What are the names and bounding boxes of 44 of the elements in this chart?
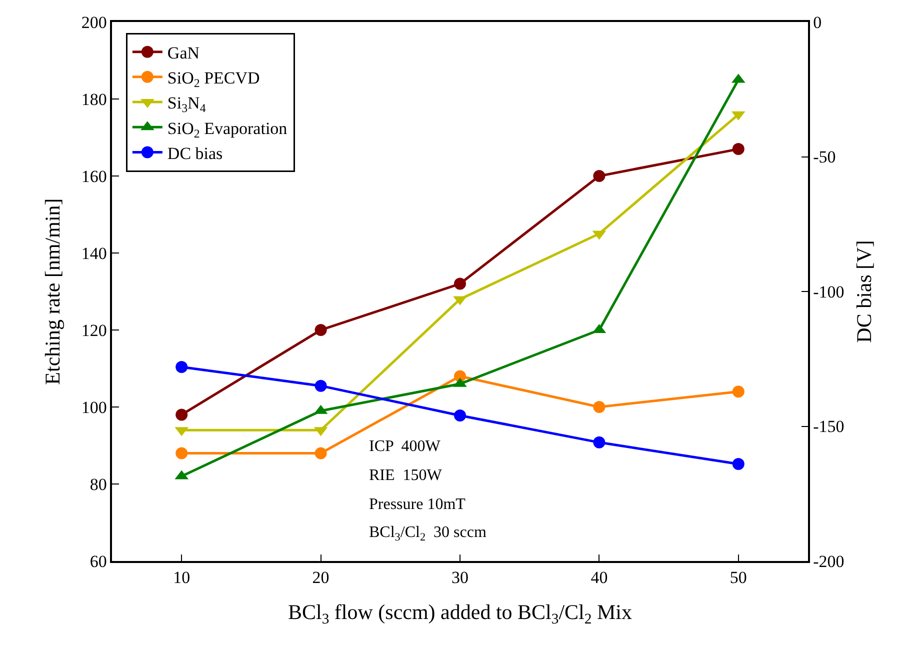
y-tick-label: 80 [90, 474, 107, 494]
legend-label: SiO$_{2}$ PECVD [167, 68, 260, 90]
y-tick-label: 60 [90, 552, 107, 571]
point [176, 360, 188, 373]
y-tick-label: 100 [81, 398, 107, 417]
y-tick-label: 160 [81, 166, 107, 186]
x-tick-label: 20 [312, 568, 330, 588]
point [732, 143, 744, 156]
legend-label: DC bias [167, 144, 223, 163]
point [732, 458, 744, 470]
point [593, 401, 606, 413]
legend-label: SiO$_{2}$ Evaporation [167, 118, 288, 140]
x-tick-label: 40 [590, 568, 608, 588]
y-axis-title: Etching rate [nm/min] [40, 198, 64, 385]
y-tick-label: 180 [81, 90, 107, 109]
point [314, 324, 327, 336]
y2-tick-label: -200 [813, 552, 844, 571]
x-axis-title: BCl$_{3}$ flow (sccm) added to BCl$_{3}$/Cl$_{2}$ Mix [288, 600, 633, 628]
annotation: ICP 400W [369, 438, 442, 455]
x-tick-label: 10 [173, 568, 190, 588]
annotation: BCl$_{3}$/Cl$_{2}$ 30 sccm [369, 524, 487, 544]
point [176, 447, 188, 460]
point [454, 409, 466, 422]
y-tick-label: 140 [81, 244, 107, 263]
x-tick-label: 50 [730, 568, 747, 588]
y2-tick-label: -100 [813, 282, 844, 302]
y-tick-label: 200 [81, 12, 107, 32]
y2-axis-title: DC bias [V] [852, 240, 876, 343]
x-tick-label: 30 [452, 568, 468, 588]
point [314, 447, 327, 460]
legend-label: GaN [167, 43, 200, 62]
point [593, 436, 606, 448]
y2-tick-label: -150 [813, 417, 844, 436]
annotation: Pressure 10mT [369, 496, 466, 513]
point [314, 380, 327, 392]
point [454, 278, 466, 290]
point [176, 408, 188, 421]
y-tick-label: 120 [81, 320, 107, 340]
y2-tick-label: -50 [813, 148, 836, 167]
legend-label: Si$_{3}$N$_{4}$ [167, 94, 206, 116]
y2-tick-label: 0 [813, 12, 822, 32]
point [593, 170, 606, 182]
annotation: RIE 150W [369, 467, 443, 484]
point [732, 386, 744, 398]
